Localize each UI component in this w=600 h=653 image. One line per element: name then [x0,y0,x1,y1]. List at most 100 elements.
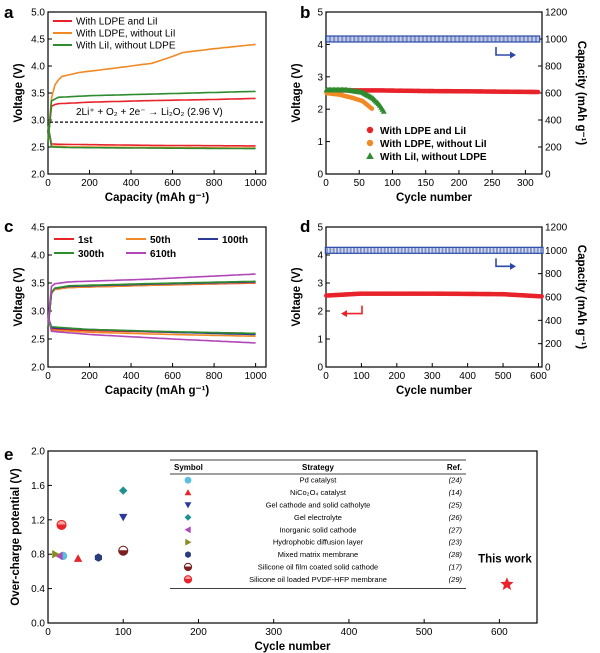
panel-b-xlabel: Cycle number [396,192,473,204]
panel-e-table-strategy-1: NiCo₂O₄ catalyst [290,488,347,497]
panel-b-capacity-arrow [495,47,512,56]
panel-e-point-6 [94,553,102,562]
panel-a-xtick-label-5: 1000 [244,178,267,189]
panel-b-series-1-point [369,106,375,111]
panel-e-table-marker-4 [184,526,191,534]
panel-c-xtick-label-1: 200 [81,371,98,382]
panel-b-ytick-label-4: 4 [317,40,323,51]
panel-e-table-marker-0 [184,476,192,484]
panel-e-point-5 [52,550,60,559]
panel-d-xtick-label-4: 400 [459,371,476,382]
panel-d-letter: d [300,217,310,236]
panel-d-xtick-label-3: 300 [424,371,441,382]
panel-e-ytick-label-3: 1.2 [31,515,45,526]
panel-e-letter: e [4,445,13,464]
panel-e-table-strategy-5: Hydrophobic diffusion layer [273,538,364,547]
panel-e: e 0 100 200 300 400 500 600 0.0 0.4 0.8 1.2 1.6 2.0 Cy… [4,445,538,653]
panel-d-voltage-arrow [346,305,363,315]
panel-c-legend-text-0: 1st [78,235,93,246]
panel-b-ylabel: Voltage (V) [291,63,303,122]
panel-c-xlabel: Capacity (mAh g⁻¹) [105,385,210,397]
panel-d-xlabel: Cycle number [396,385,473,397]
panel-c-ytick-label-3: 3.5 [31,279,45,290]
panel-e-table-marker-8-bottom [184,579,192,583]
panel-b-xtick-label-5: 250 [484,178,501,189]
panel-c-xtick-label-5: 1000 [244,371,267,382]
panel-a-xtick-label-3: 600 [164,178,181,189]
panel-a-annotation: 2Li⁺ + O₂ + 2e⁻ → Li₂O₂ (2.96 V) [76,107,223,118]
panel-b-xtick-label-4: 200 [451,178,468,189]
panel-c-xtick-label-3: 600 [164,371,181,382]
panel-e-table-header-0: Symbol [174,463,203,472]
panel-a-ylabel: Voltage (V) [13,63,25,122]
panel-d-ytick-label-5: 5 [317,223,323,234]
panel-c-series-1-discharge [47,316,256,337]
panel-e-point-9 [500,577,514,590]
panel-e-point-7 [118,545,129,556]
panel-d-capacity-arrow [495,258,512,268]
panel-c-series-0-charge [47,282,256,328]
panel-e-table-marker-7-top [183,562,193,568]
panel-e-table-ref-6: (28) [449,550,463,559]
panel-e-point-8 [56,519,67,530]
panel-a: a 0 200 400 600 800 1000 2.0 2.5 3.0 3.5 4.0 4.5 5.0 C… [4,3,267,204]
panel-b-capacity-arrowhead [510,51,516,59]
panel-c-frame [47,226,267,368]
panel-e-ylabel: Over-charge potential (V) [10,468,22,606]
panel-b-y2tick-label-6: 1200 [545,8,568,19]
panel-d-y2tick-label-4: 800 [545,269,562,280]
panel-a-series-1-charge [47,43,256,142]
panel-a-legend-text-1: With LDPE, without LiI [76,29,175,40]
panel-e-table-marker-5 [185,538,192,546]
panel-e-xtick-label-1: 100 [115,627,132,638]
panel-b-legend-text-1: With LDPE, without LiI [380,139,487,150]
panel-c-ytick-label-1: 2.5 [31,335,45,346]
panel-e-table-ref-2: (25) [449,500,463,509]
panel-e-table-marker-8-top [183,575,193,580]
panel-d-capacity-arrowhead [510,262,516,270]
panel-b-y2tick-label-2: 400 [545,116,562,127]
panel-e-table-strategy-3: Gel electrolyte [294,513,342,522]
panel-d-y2label: Capacity (mAh g⁻¹) [575,245,587,350]
panel-a-series-2-charge [47,90,256,142]
panel-e-ytick-label-0: 0.0 [31,619,45,630]
panel-b-ytick-label-3: 3 [317,72,323,83]
panel-d-xtick-label-5: 500 [495,371,512,382]
panel-d-voltage-arrowhead [341,310,347,318]
panel-b-series-0-point [535,89,541,95]
panel-d-xtick-label-6: 600 [530,371,547,382]
panel-d-ytick-label-2: 2 [317,307,323,318]
panel-d-y2tick-label-6: 1200 [545,223,568,234]
panel-b-series-2-point [380,108,387,114]
panel-d-ytick-label-4: 4 [317,251,323,262]
panel-a-ytick-label-0: 2.0 [31,170,45,181]
panel-b-y2tick-label-5: 1000 [545,35,568,46]
panel-e-xtick-label-3: 300 [265,627,282,638]
panel-e-frame [47,450,538,624]
panel-a-ytick-label-1: 2.5 [31,143,45,154]
panel-b-letter: b [300,3,310,22]
panel-d-series-0-point [539,294,544,299]
panel-a-ytick-label-4: 4.0 [31,62,45,73]
panel-d-y2tick-label-2: 400 [545,316,562,327]
panel-e-ytick-label-1: 0.4 [31,584,45,595]
panel-c-xtick-label-2: 400 [123,371,140,382]
panel-b-y2label: Capacity (mAh g⁻¹) [575,41,587,146]
panel-e-xtick-label-0: 0 [45,627,51,638]
panel-c-series-4-discharge [47,316,256,344]
panel-e-table-strategy-7: Silicone oil film coated solid cathode [258,562,378,571]
panel-e-point-1 [73,554,83,562]
panel-b-xtick-label-3: 150 [417,178,434,189]
panel-b-y2tick-label-0: 0 [545,170,551,181]
panel-e-table-header-1: Strategy [302,463,335,472]
panel-a-ytick-label-6: 5.0 [31,8,45,19]
panel-d-y2tick-label-1: 200 [545,339,562,350]
panel-e-xlabel: Cycle number [254,641,331,653]
panel-e-table-marker-8 [183,575,193,584]
panel-c-ytick-label-4: 4.0 [31,251,45,262]
panel-e-table-ref-8: (29) [449,575,463,584]
panel-a-series-0-charge [47,97,256,142]
panel-e-annotation: This work [478,553,532,565]
panel-d-xtick-label-2: 200 [388,371,405,382]
